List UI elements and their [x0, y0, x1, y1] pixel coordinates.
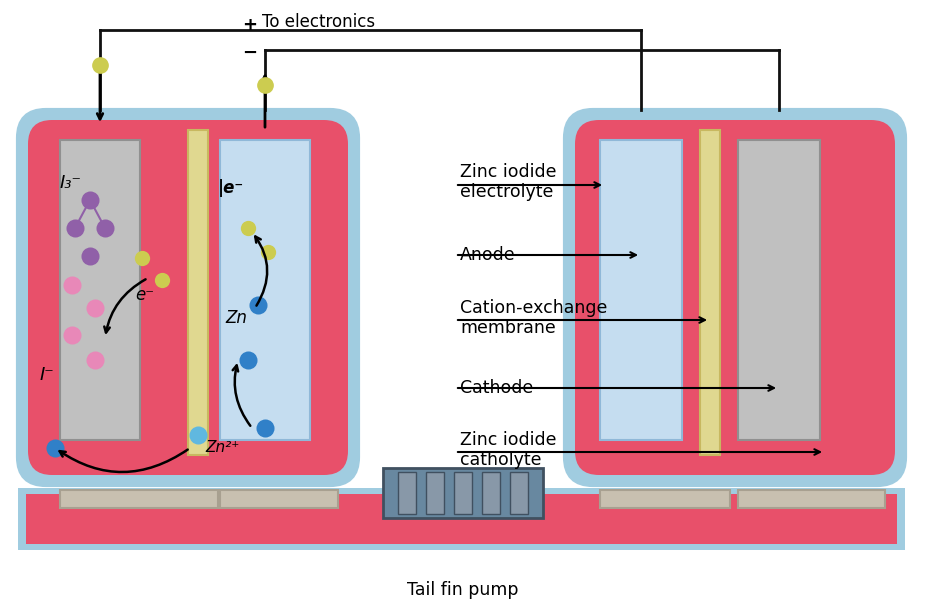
Bar: [188, 130, 208, 455]
Text: Zinc iodide
electrolyte: Zinc iodide electrolyte: [460, 163, 557, 201]
FancyBboxPatch shape: [18, 110, 358, 485]
Text: Zn: Zn: [225, 309, 247, 327]
FancyBboxPatch shape: [28, 120, 348, 475]
FancyBboxPatch shape: [575, 120, 895, 475]
Bar: [738, 140, 820, 440]
Text: Cathode: Cathode: [460, 379, 533, 397]
Text: I⁻: I⁻: [40, 366, 55, 384]
Bar: [600, 140, 682, 440]
Text: −: −: [242, 44, 257, 62]
Bar: [26, 494, 897, 544]
Bar: [60, 140, 140, 440]
Bar: [220, 490, 338, 508]
Text: Zinc iodide
catholyte: Zinc iodide catholyte: [460, 431, 557, 469]
Text: Anode: Anode: [460, 246, 516, 264]
Bar: [426, 472, 444, 514]
Text: Zn²⁺: Zn²⁺: [205, 440, 239, 456]
Bar: [738, 490, 885, 508]
Text: Tail fin pump: Tail fin pump: [407, 581, 519, 599]
Bar: [700, 130, 720, 455]
Bar: [600, 490, 730, 508]
Bar: [398, 472, 416, 514]
Bar: [482, 472, 500, 514]
FancyBboxPatch shape: [565, 110, 905, 485]
Bar: [220, 140, 310, 440]
Bar: [60, 490, 218, 508]
Bar: [454, 472, 472, 514]
Text: I₃⁻: I₃⁻: [60, 174, 82, 192]
Text: e⁻: e⁻: [135, 286, 154, 304]
Bar: [18, 488, 905, 550]
Text: |e⁻: |e⁻: [218, 179, 244, 197]
Text: Cation-exchange
membrane: Cation-exchange membrane: [460, 299, 607, 338]
Bar: [510, 472, 528, 514]
Text: +: +: [242, 16, 257, 34]
Text: To electronics: To electronics: [262, 13, 375, 31]
Bar: [383, 468, 543, 518]
